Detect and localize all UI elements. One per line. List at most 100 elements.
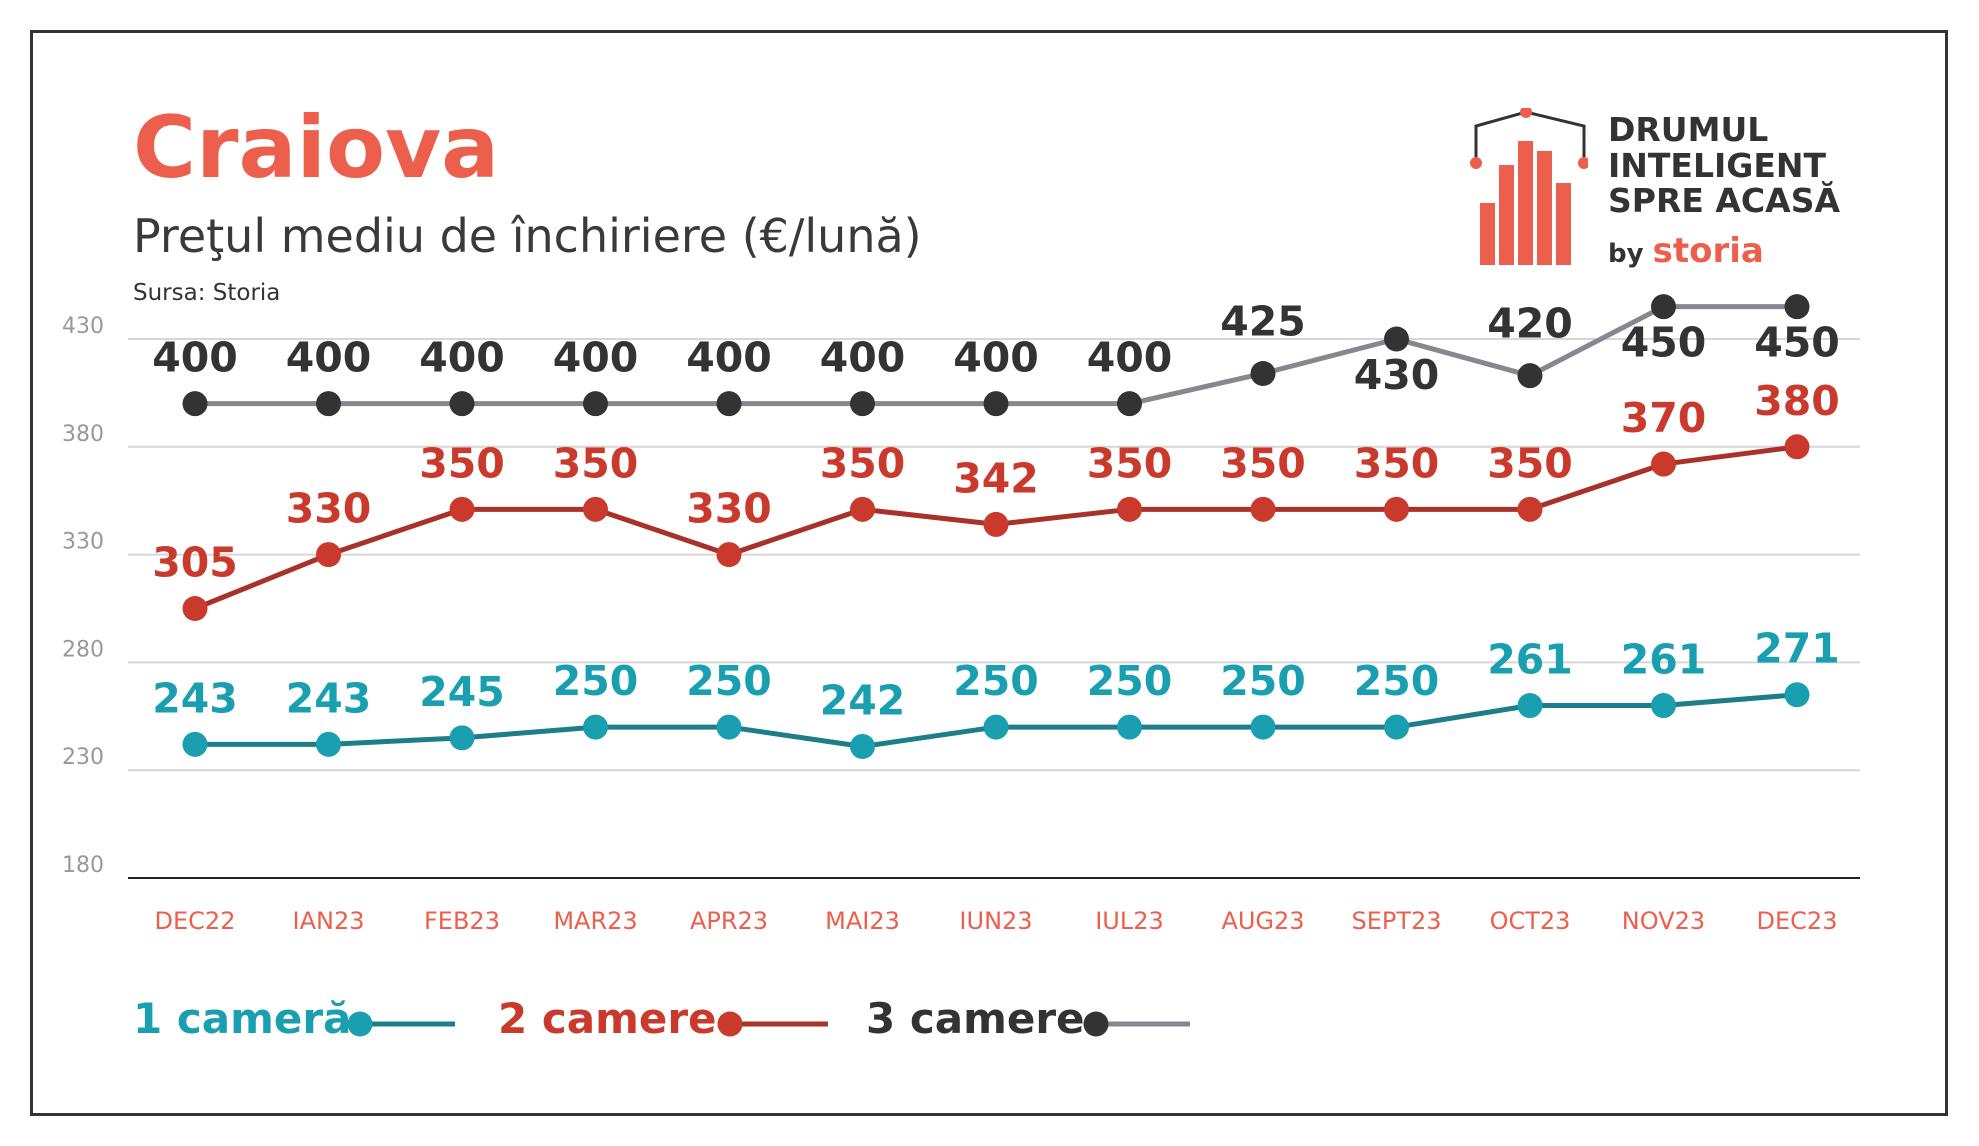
data-label-1-camera: 261: [1621, 636, 1707, 684]
logo-line: INTELIGENT: [1608, 145, 1827, 185]
data-point-2-camere: [316, 542, 341, 568]
data-point-3-camere: [1517, 363, 1543, 389]
data-point-1-camera: [1250, 714, 1276, 740]
data-point-2-camere: [983, 511, 1009, 537]
data-point-2-camere: [716, 542, 742, 568]
chart-title: Craiova: [133, 98, 500, 198]
data-label-2-camere: 370: [1621, 394, 1707, 442]
data-point-3-camere: [583, 391, 608, 417]
y-tick-label: 180: [62, 853, 104, 878]
data-point-2-camere: [449, 496, 475, 522]
y-tick-label: 230: [62, 745, 104, 770]
brand-logo: DRUMUL INTELIGENT SPRE ACASĂ by storia: [1468, 108, 1868, 268]
data-label-3-camere: 400: [152, 334, 238, 382]
x-tick-label: IUL23: [1095, 907, 1164, 935]
data-point-2-camere: [583, 496, 608, 522]
data-point-3-camere: [1250, 360, 1276, 386]
y-tick-label: 280: [62, 637, 104, 662]
data-point-3-camere: [850, 391, 875, 417]
data-point-1-camera: [583, 714, 608, 740]
chart-subtitle: Preţul mediu de închiriere (€/lună): [133, 209, 922, 263]
x-tick-label: IAN23: [293, 907, 365, 935]
data-point-1-camera: [1517, 693, 1543, 719]
data-point-1-camera: [983, 714, 1009, 740]
y-tick-label: 430: [62, 314, 104, 339]
data-point-1-camera: [716, 714, 742, 740]
legend-label-3-camere: 3 camere: [866, 994, 1085, 1043]
source-note: Sursa: Storia: [133, 280, 281, 306]
data-point-1-camera: [850, 733, 875, 759]
data-label-1-camera: 250: [1220, 657, 1306, 705]
data-label-1-camera: 250: [686, 657, 772, 705]
data-label-3-camere: 430: [1354, 351, 1440, 399]
data-label-1-camera: 250: [553, 657, 639, 705]
data-point-1-camera: [1784, 682, 1810, 708]
data-point-2-camere: [1784, 434, 1810, 460]
x-tick-label: FEB23: [424, 907, 500, 935]
data-point-2-camere: [1117, 496, 1142, 522]
data-point-2-camere: [1250, 496, 1276, 522]
data-point-1-camera: [182, 731, 208, 757]
data-label-1-camera: 245: [419, 668, 505, 716]
data-label-3-camere: 400: [953, 334, 1039, 382]
data-point-3-camere: [716, 391, 742, 417]
logo-by-text: by: [1608, 239, 1644, 269]
x-tick-label: AUG23: [1221, 907, 1304, 935]
x-tick-label: IUN23: [959, 907, 1032, 935]
data-point-3-camere: [182, 391, 208, 417]
data-point-1-camera: [1384, 714, 1409, 740]
chart-frame: [30, 30, 1948, 1116]
data-label-2-camere: 350: [820, 439, 906, 487]
data-label-2-camere: 380: [1754, 377, 1840, 425]
data-point-1-camera: [449, 725, 475, 751]
data-label-3-camere: 400: [553, 334, 639, 382]
x-tick-label: OCT23: [1490, 907, 1571, 935]
data-label-1-camera: 271: [1754, 625, 1840, 673]
x-tick-label: SEPT23: [1351, 907, 1441, 935]
data-label-3-camere: 400: [1087, 334, 1173, 382]
data-label-2-camere: 342: [953, 454, 1039, 502]
y-tick-label: 330: [62, 530, 104, 555]
data-label-1-camera: 261: [1487, 636, 1573, 684]
data-label-3-camere: 400: [820, 334, 906, 382]
data-point-3-camere: [1784, 294, 1810, 320]
data-label-2-camere: 330: [686, 485, 772, 533]
data-point-1-camera: [1651, 693, 1676, 719]
data-label-3-camere: 450: [1754, 319, 1840, 367]
data-point-3-camere: [1651, 294, 1676, 320]
data-point-1-camera: [316, 731, 341, 757]
legend-label-1-camera: 1 cameră: [133, 994, 352, 1043]
y-tick-label: 380: [62, 422, 104, 447]
data-label-3-camere: 400: [286, 334, 372, 382]
legend-marker-2-camere: [717, 1011, 743, 1037]
x-tick-label: MAI23: [825, 907, 900, 935]
data-point-2-camere: [850, 496, 875, 522]
data-point-3-camere: [983, 391, 1009, 417]
data-label-1-camera: 243: [286, 674, 372, 722]
data-label-2-camere: 350: [1220, 439, 1306, 487]
data-point-3-camere: [1384, 326, 1409, 352]
x-tick-label: MAR23: [553, 907, 637, 935]
logo-line: SPRE ACASĂ: [1608, 181, 1840, 221]
data-label-1-camera: 250: [1354, 657, 1440, 705]
data-label-3-camere: 400: [419, 334, 505, 382]
data-label-2-camere: 350: [1487, 439, 1573, 487]
legend-label-2-camere: 2 camere: [498, 994, 717, 1043]
x-tick-label: DEC23: [1757, 907, 1838, 935]
legend-marker-3-camere: [1083, 1011, 1109, 1037]
logo-byline: by storia: [1608, 234, 1764, 268]
x-tick-label: NOV23: [1622, 907, 1705, 935]
data-label-3-camere: 450: [1621, 319, 1707, 367]
data-label-1-camera: 242: [820, 676, 906, 724]
data-label-2-camere: 330: [286, 485, 372, 533]
logo-brand-text: storia: [1652, 231, 1764, 271]
data-label-3-camere: 400: [686, 334, 772, 382]
legend-marker-1-camera: [347, 1011, 373, 1037]
data-label-2-camere: 350: [1087, 439, 1173, 487]
data-label-2-camere: 305: [152, 539, 238, 587]
data-label-2-camere: 350: [553, 439, 639, 487]
data-point-2-camere: [1651, 451, 1676, 477]
data-label-3-camere: 425: [1220, 297, 1306, 345]
data-point-2-camere: [182, 596, 208, 621]
